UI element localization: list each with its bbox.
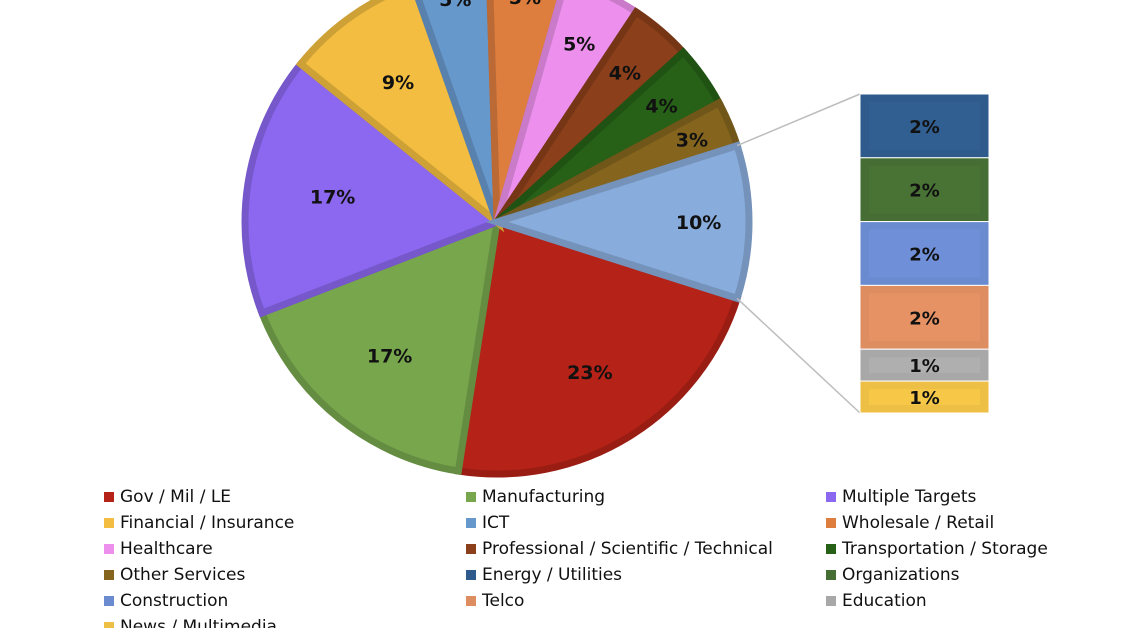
legend-swatch: [104, 518, 114, 528]
pie-label-multiple-targets: 17%: [310, 187, 355, 209]
pie-label-ict: 5%: [439, 0, 471, 11]
legend-swatch: [826, 596, 836, 606]
pie-slice-financial-insurance: [295, 0, 505, 233]
legend-item-other-services: Other Services: [104, 563, 245, 587]
legend-label: Professional / Scientific / Technical: [482, 539, 773, 559]
legend-item-multiple-targets: Multiple Targets: [826, 485, 976, 509]
bar-segment-highlight-telco: [869, 293, 980, 342]
legend-label: Transportation / Storage: [842, 539, 1048, 559]
pie-slice-ict: [415, 0, 501, 224]
legend-item-education: Education: [826, 589, 927, 613]
legend-item-telco: Telco: [466, 589, 524, 613]
bar-label-news-multimedia: 1%: [909, 388, 940, 409]
legend-label: Construction: [120, 591, 229, 611]
legend-item-manufacturing: Manufacturing: [466, 485, 605, 509]
pie: 23% 17% 17% 9% 5% 5% 5% 4%4% 3% 10%: [241, 0, 753, 478]
legend-swatch: [826, 544, 836, 554]
legend-label: Organizations: [842, 565, 960, 585]
pie-slice-multiple-targets: [241, 59, 504, 318]
legend-swatch: [104, 596, 114, 606]
chart-legend: Gov / Mil / LE Manufacturing Multiple Targ…: [104, 485, 1134, 628]
bar-segment-highlight-organizations: [869, 165, 980, 214]
legend-label: Telco: [482, 591, 525, 611]
connector-line-bottom: [736, 297, 861, 414]
legend-item-organizations: Organizations: [826, 563, 960, 587]
legend-swatch: [104, 622, 114, 628]
legend-swatch: [826, 570, 836, 580]
bar-segment-highlight-energy-utilities: [869, 102, 980, 150]
legend-item-news-multimedia: News / Multimedia: [104, 615, 277, 628]
bar-segment-highlight-news-multimedia: [869, 389, 980, 405]
connector-line-top: [736, 93, 861, 147]
pie-to-bar-connectors: [736, 93, 861, 414]
bar-label-education: 1%: [909, 356, 940, 377]
legend-swatch: [466, 570, 476, 580]
bar-segment-highlight-education: [869, 357, 980, 374]
legend-label: Education: [842, 591, 927, 611]
legend-label: Energy / Utilities: [482, 565, 623, 585]
legend-item-gov-mil-le: Gov / Mil / LE: [104, 485, 231, 509]
pie-label-healthcare: 5%: [563, 33, 595, 55]
legend-item-construction: Construction: [104, 589, 228, 613]
legend-label: Wholesale / Retail: [842, 513, 995, 533]
bar-label-energy-utilities: 2%: [909, 117, 940, 138]
legend-item-energy-utilities: Energy / Utilities: [466, 563, 622, 587]
legend-swatch: [104, 570, 114, 580]
pie-label-gov-mil-le: 23%: [567, 362, 612, 384]
legend-swatch: [466, 492, 476, 502]
pie-slice-other: [485, 141, 753, 303]
pie-label-other: 10%: [676, 212, 721, 234]
legend-swatch: [466, 544, 476, 554]
legend-swatch: [104, 544, 114, 554]
pie-slice-manufacturing: [257, 216, 502, 476]
legend-label: Healthcare: [120, 539, 213, 559]
bar-label-organizations: 2%: [909, 181, 940, 202]
pie-label-manufacturing: 17%: [367, 346, 412, 368]
legend-item-healthcare: Healthcare: [104, 537, 213, 561]
legend-label: Multiple Targets: [842, 487, 977, 507]
pie-label-transportation-storage: 4%: [645, 96, 677, 118]
legend-label: Financial / Insurance: [120, 513, 295, 533]
legend-swatch: [466, 596, 476, 606]
pie-label-financial-insurance: 9%: [382, 72, 414, 94]
legend-item-transportation-storage: Transportation / Storage: [826, 537, 1048, 561]
legend-swatch: [826, 518, 836, 528]
legend-item-ict: ICT: [466, 511, 509, 535]
bar-label-telco: 2%: [909, 308, 940, 329]
pie-label-wholesale-retail: 5%: [509, 0, 541, 9]
legend-item-wholesale-retail: Wholesale / Retail: [826, 511, 994, 535]
bar-segment-highlight-construction: [869, 229, 980, 278]
pie-label-professional-scientific-technical: 4%: [609, 63, 641, 85]
legend-label: Gov / Mil / LE: [120, 487, 232, 507]
bar-label-construction: 2%: [909, 245, 940, 266]
legend-item-financial-insurance: Financial / Insurance: [104, 511, 294, 535]
pie-slice-gov-mil-le: [454, 217, 742, 478]
legend-label: Manufacturing: [482, 487, 606, 507]
legend-swatch: [826, 492, 836, 502]
legend-item-professional-scientific-technical: Professional / Scientific / Technical: [466, 537, 773, 561]
legend-label: News / Multimedia: [120, 617, 277, 628]
breakdown-bar: 2% 2% 2% 2% 1% 1%: [859, 93, 990, 414]
legend-swatch: [104, 492, 114, 502]
legend-label: Other Services: [120, 565, 246, 585]
pie-label-other-services: 3%: [676, 130, 708, 152]
legend-label: ICT: [482, 513, 510, 533]
legend-swatch: [466, 518, 476, 528]
